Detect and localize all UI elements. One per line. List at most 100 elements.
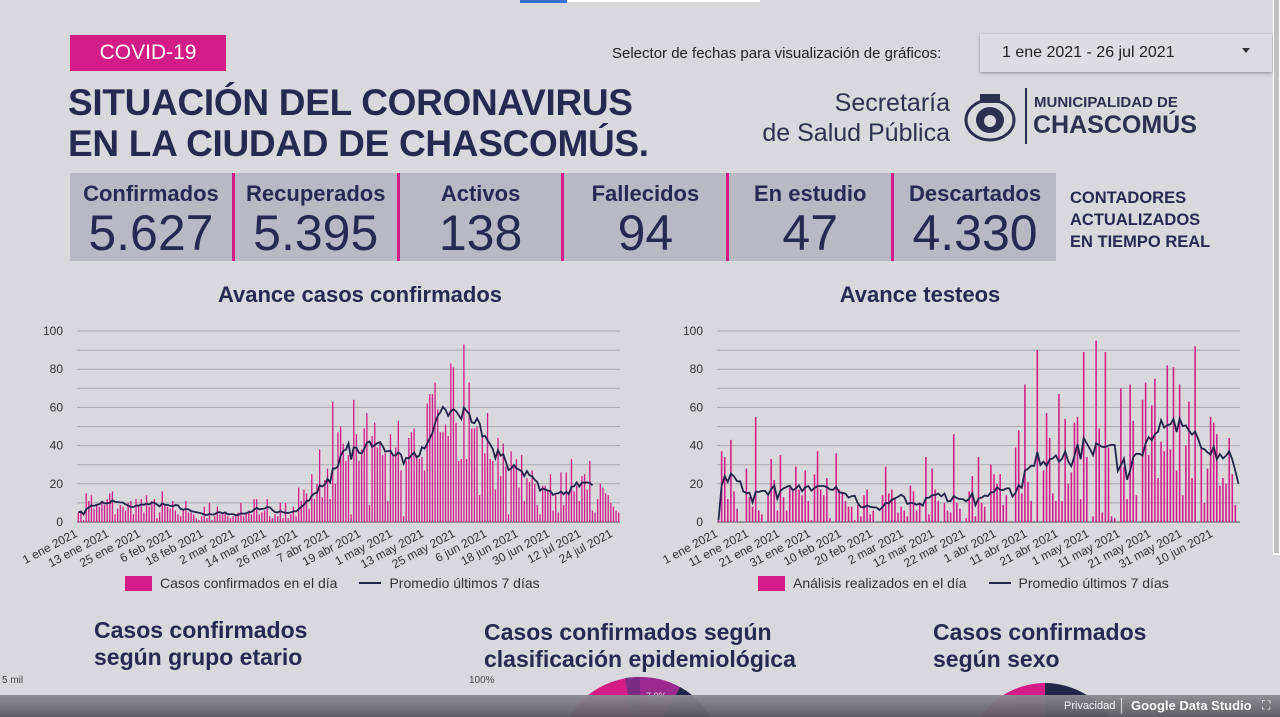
bar: [507, 514, 510, 522]
bar: [368, 504, 371, 522]
bar: [761, 514, 763, 522]
bar: [481, 436, 483, 522]
legend-confirmados: Casos confirmados en el día Promedio últ…: [125, 575, 540, 591]
bar: [274, 514, 276, 522]
chascomus-text: CHASCOMÚS: [1033, 111, 1197, 139]
bar: [534, 483, 536, 522]
bar: [263, 510, 266, 522]
bar: [915, 510, 918, 522]
bar: [208, 502, 211, 522]
y-tick-label: 0: [56, 515, 63, 529]
date-range-selector[interactable]: 1 ene 2021 - 26 jul 2021: [980, 34, 1272, 72]
bar: [119, 504, 121, 522]
google-data-studio-logo[interactable]: Google Data Studio: [1131, 698, 1252, 713]
bar: [214, 516, 216, 522]
bar: [798, 489, 800, 522]
bar: [269, 516, 271, 522]
y-tick-label: 40: [690, 439, 704, 453]
bar: [484, 453, 486, 522]
bar: [549, 474, 552, 522]
bar: [219, 514, 221, 522]
legend-testeos: Análisis realizados en el día Promedio ú…: [758, 575, 1169, 591]
bar: [140, 499, 142, 522]
bar: [1160, 441, 1162, 522]
bar: [431, 394, 434, 522]
bar: [455, 422, 457, 522]
bar: [897, 512, 899, 522]
kpi-label: En estudio: [754, 181, 867, 206]
bar: [164, 504, 166, 522]
bar: [1104, 352, 1107, 522]
section-line: Casos confirmados: [933, 619, 1147, 645]
bar: [1079, 499, 1082, 522]
municipal-seal-icon: [964, 94, 1016, 142]
bar: [282, 518, 284, 522]
bar: [1067, 483, 1070, 522]
bar: [782, 497, 785, 522]
bar: [363, 428, 365, 522]
bar: [397, 420, 399, 522]
bar: [826, 478, 828, 522]
bar: [387, 500, 389, 522]
kpi-value: 94: [617, 205, 674, 261]
bar: [224, 512, 226, 522]
bar: [400, 470, 402, 522]
bar: [245, 512, 247, 522]
bar: [1222, 478, 1224, 522]
bar: [733, 491, 735, 522]
scrollbar-thumb[interactable]: [1274, 0, 1279, 553]
bar: [754, 416, 757, 522]
bar: [1070, 472, 1073, 522]
bar: [813, 474, 816, 522]
bar: [193, 514, 195, 522]
kpi-descartados: Descartados 4.330: [894, 173, 1056, 261]
bar: [410, 432, 413, 522]
bar: [216, 506, 218, 522]
bar: [810, 520, 813, 522]
bar: [321, 497, 323, 522]
bar: [266, 499, 268, 522]
bar: [98, 506, 100, 522]
bar: [1123, 466, 1125, 522]
bar: [565, 472, 567, 522]
kpi-recuperados: Recuperados 5.395: [234, 173, 400, 261]
bar: [547, 489, 549, 522]
fullscreen-icon[interactable]: ⛶: [1262, 698, 1271, 712]
bar: [959, 508, 961, 522]
bar: [339, 426, 342, 522]
legend-bar-swatch: [758, 575, 785, 591]
bar: [847, 506, 850, 522]
bar: [342, 443, 344, 522]
kpi-label: Recuperados: [246, 181, 386, 206]
bar: [918, 502, 921, 522]
bar: [776, 510, 779, 522]
bar: [610, 502, 612, 522]
privacy-link[interactable]: Privacidad: [1064, 700, 1116, 712]
section-title-age: Casos confirmados según grupo etario: [94, 617, 307, 671]
bar: [290, 514, 292, 522]
y-tick-label: 60: [50, 400, 64, 414]
bar: [795, 466, 797, 522]
bar: [1048, 437, 1051, 522]
bar: [1219, 485, 1221, 522]
bar: [1144, 382, 1147, 522]
bar: [300, 500, 302, 522]
bar: [884, 466, 887, 522]
bar: [539, 514, 541, 522]
bar: [934, 489, 936, 522]
bar: [1141, 399, 1144, 522]
bar: [615, 510, 617, 522]
bar: [326, 468, 329, 522]
bar: [190, 512, 192, 522]
bar: [853, 520, 856, 522]
bar: [416, 455, 418, 522]
bar: [594, 512, 596, 522]
legend-line-swatch: [988, 582, 1011, 584]
bar: [497, 437, 499, 522]
bar: [1002, 504, 1005, 522]
footer-bar: Privacidad Google Data Studio ⛶: [0, 695, 1280, 717]
bar: [355, 434, 358, 522]
bar: [1163, 451, 1165, 522]
bar: [111, 491, 114, 522]
bar: [860, 516, 862, 522]
